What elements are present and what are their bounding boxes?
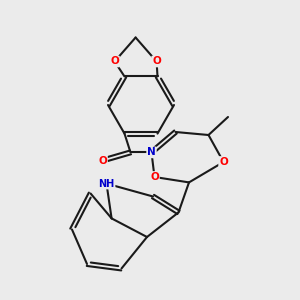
Text: O: O xyxy=(110,56,119,67)
Text: N: N xyxy=(147,147,156,158)
Text: O: O xyxy=(150,172,159,182)
Text: NH: NH xyxy=(98,178,115,189)
Text: O: O xyxy=(152,56,161,67)
Text: O: O xyxy=(98,155,107,166)
Text: O: O xyxy=(219,157,228,167)
